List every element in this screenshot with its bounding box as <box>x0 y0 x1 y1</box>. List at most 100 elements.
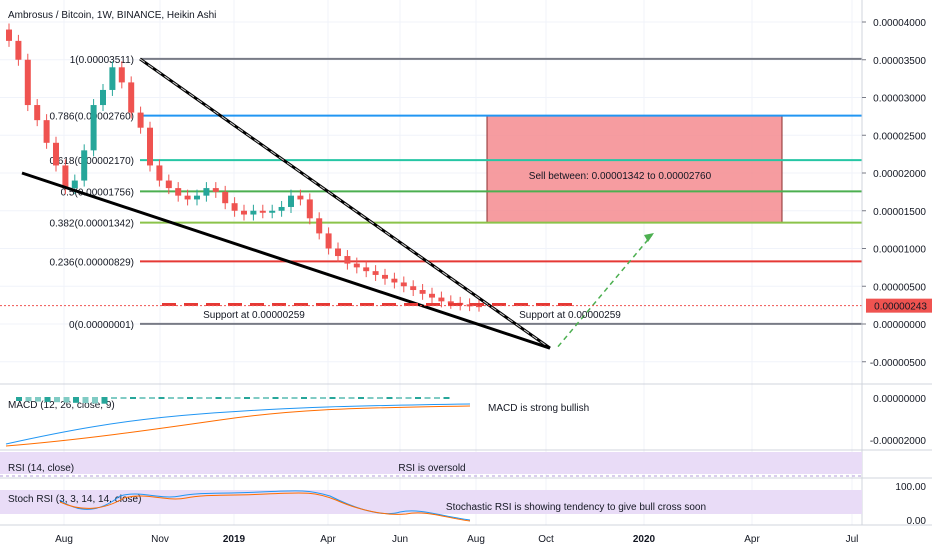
price-badge <box>866 298 932 313</box>
y-tick-label: 0.00001500 <box>873 207 926 218</box>
candle <box>128 82 135 113</box>
macd-hist <box>434 397 440 399</box>
x-tick-label: Apr <box>320 534 336 545</box>
macd-hist <box>215 397 222 399</box>
candle <box>316 218 323 234</box>
macd-hist <box>367 397 374 399</box>
stoch-note: Stochastic RSI is showing tendency to gi… <box>446 502 706 513</box>
macd-hist <box>177 397 184 399</box>
candle <box>391 278 398 283</box>
candle <box>222 191 229 204</box>
candles <box>6 23 482 312</box>
y-tick-label: 0.00003000 <box>873 94 926 105</box>
macd-hist <box>234 397 241 399</box>
macd-hist <box>120 397 127 399</box>
macd-tick: -0.00002000 <box>870 436 927 447</box>
candle <box>410 286 417 291</box>
candle <box>382 274 388 279</box>
macd-hist <box>187 397 193 399</box>
candle <box>363 267 370 272</box>
macd-hist <box>196 397 203 399</box>
x-tick-label: 2019 <box>223 534 246 545</box>
stoch-d <box>59 492 471 522</box>
candle <box>71 180 78 189</box>
macd-hist <box>301 397 307 399</box>
candle <box>43 120 50 143</box>
wedge-bottom-line <box>21 171 551 350</box>
candle <box>109 67 116 90</box>
macd-line <box>5 403 471 445</box>
stoch-title: Stoch RSI (3, 3, 14, 14, close) <box>8 494 141 505</box>
candle <box>100 89 106 106</box>
candle <box>231 203 238 211</box>
y-tick-label: 0.00003500 <box>873 56 926 67</box>
candle <box>241 210 247 215</box>
macd-hist <box>377 397 383 399</box>
macd-hist <box>63 397 70 403</box>
macd-hist <box>168 397 174 399</box>
macd-hist <box>25 397 32 402</box>
macd-tick: 0.00000000 <box>873 394 926 405</box>
projection-line <box>557 234 653 348</box>
macd-hist <box>443 397 450 399</box>
macd-hist <box>101 397 108 404</box>
support-label-right: Support at 0.00000259 <box>519 310 621 321</box>
macd-hist <box>139 397 146 399</box>
macd-hist <box>92 397 98 404</box>
macd-hist <box>272 397 279 399</box>
candle <box>297 195 304 200</box>
macd-hist <box>339 397 345 399</box>
macd-hist <box>424 397 431 399</box>
y-tick-label: 0.00000500 <box>873 282 926 293</box>
candle <box>90 105 97 151</box>
macd-title: MACD (12, 26, close, 9) <box>8 400 115 411</box>
macd-hist <box>82 397 89 404</box>
candle <box>53 142 59 166</box>
candle <box>175 188 182 196</box>
candle <box>118 67 125 83</box>
wedge-top-dash <box>139 58 551 349</box>
macd-hist <box>44 397 51 402</box>
candle <box>344 256 351 264</box>
macd-hist <box>310 397 317 399</box>
candle <box>269 210 276 213</box>
candle <box>34 105 41 121</box>
candle <box>372 271 379 275</box>
candle <box>184 195 191 200</box>
candle <box>81 150 88 181</box>
macd-hist <box>415 397 421 399</box>
candle <box>62 165 69 189</box>
macd-hist <box>405 397 412 399</box>
macd-hist <box>130 397 136 399</box>
y-tick-label: 0.00000000 <box>873 320 926 331</box>
candle <box>438 297 445 302</box>
candle <box>156 165 163 181</box>
candle <box>15 40 22 60</box>
macd-hist <box>206 397 212 399</box>
candle <box>212 188 219 192</box>
stoch-tick: 0.00 <box>907 516 927 527</box>
y-tick-label: 0.00002500 <box>873 131 926 142</box>
macd-hist <box>320 397 326 399</box>
y-axis <box>862 0 932 550</box>
fib-label: 0(0.00000001) <box>69 320 134 331</box>
y-tick-label: 0.00001000 <box>873 245 926 256</box>
stoch-band <box>0 490 862 514</box>
macd-hist <box>35 397 41 402</box>
macd-hist <box>158 397 165 399</box>
support-label-left: Support at 0.00000259 <box>203 310 305 321</box>
x-tick-label: Oct <box>538 534 554 545</box>
x-tick-label: Aug <box>55 534 73 545</box>
candle <box>259 210 266 213</box>
candle <box>203 188 210 196</box>
x-tick-label: Jun <box>392 534 408 545</box>
stoch-tick: 100.00 <box>895 482 926 493</box>
candle <box>353 263 360 268</box>
macd-hist <box>225 397 231 399</box>
macd-hist <box>358 397 364 399</box>
macd-hist <box>73 397 79 403</box>
rsi-note: RSI is oversold <box>398 463 465 474</box>
macd-hist <box>291 397 298 399</box>
candle <box>6 29 12 41</box>
